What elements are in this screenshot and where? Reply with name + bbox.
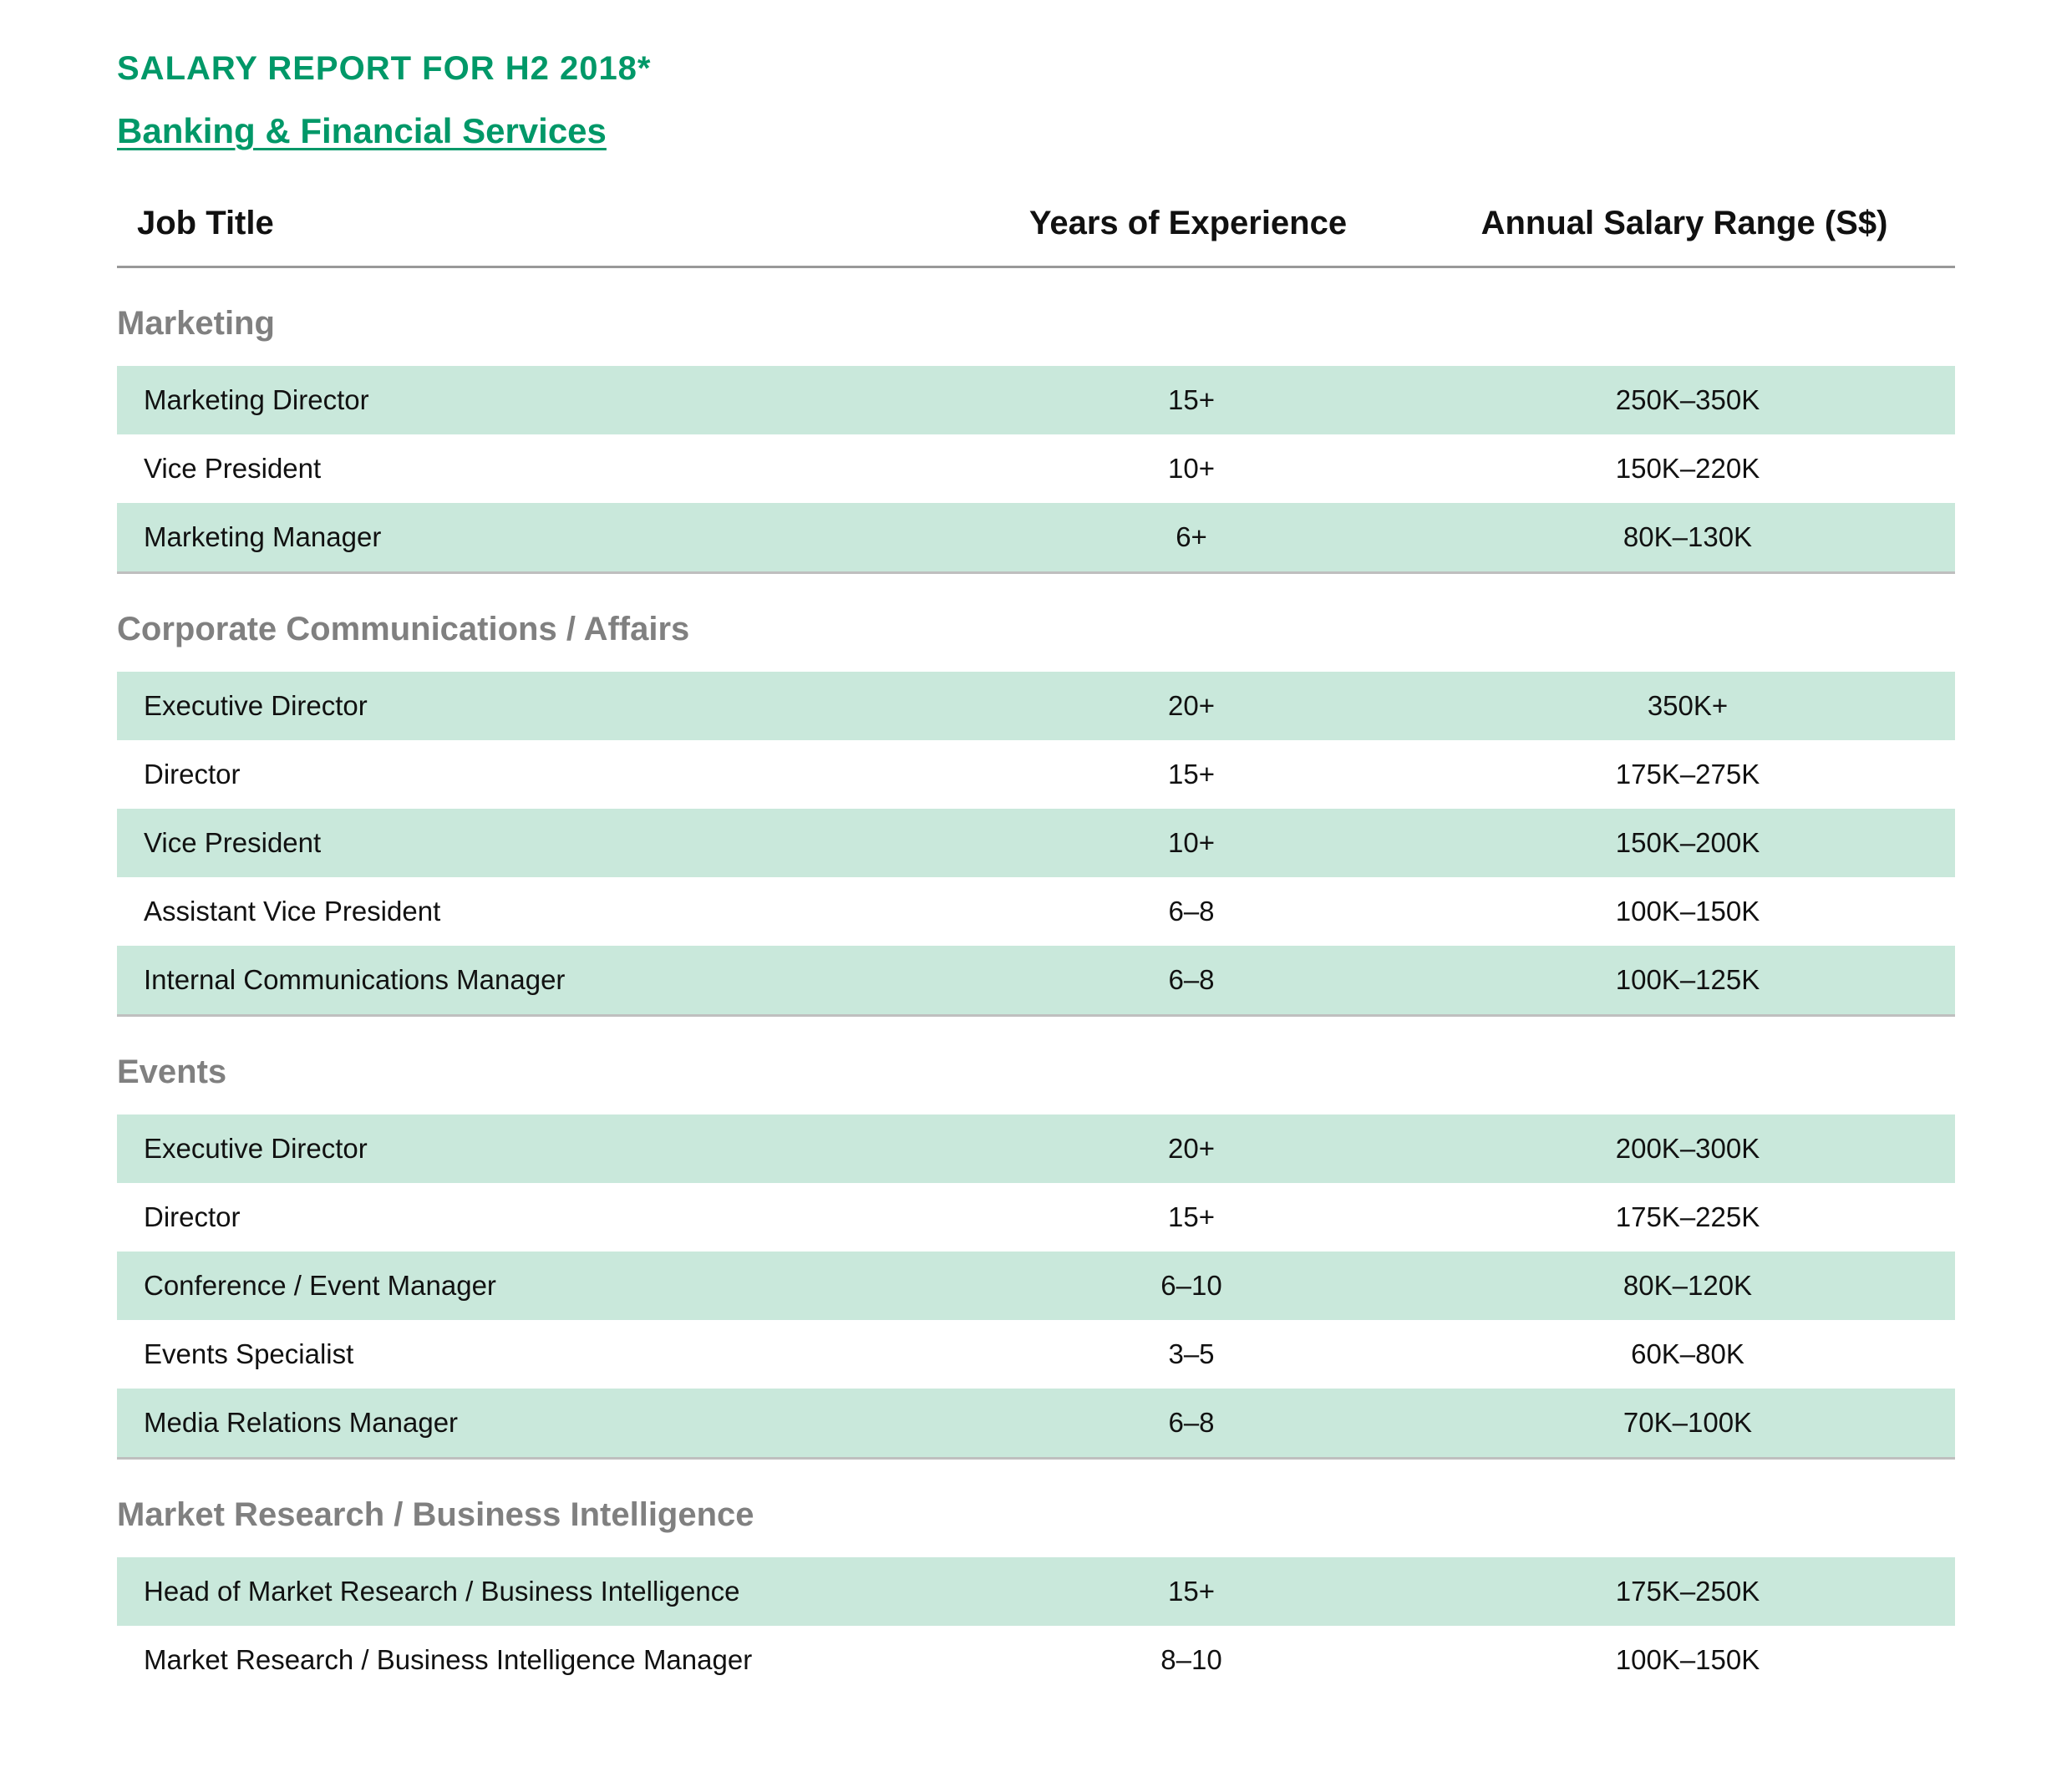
table-row: Marketing Manager6+80K–130K bbox=[117, 503, 1955, 573]
group-label: Corporate Communications / Affairs bbox=[117, 574, 1955, 672]
group-label: Marketing bbox=[117, 267, 1955, 367]
cell-job-title: Assistant Vice President bbox=[117, 877, 962, 946]
cell-salary: 250K–350K bbox=[1404, 366, 1955, 434]
cell-experience: 15+ bbox=[962, 366, 1404, 434]
group-label: Market Research / Business Intelligence bbox=[117, 1460, 1955, 1557]
cell-salary: 175K–275K bbox=[1404, 740, 1955, 809]
cell-salary: 100K–125K bbox=[1404, 946, 1955, 1016]
cell-experience: 6–10 bbox=[962, 1252, 1404, 1320]
table-row: Market Research / Business Intelligence … bbox=[117, 1626, 1955, 1694]
table-row: Conference / Event Manager6–1080K–120K bbox=[117, 1252, 1955, 1320]
cell-experience: 6–8 bbox=[962, 877, 1404, 946]
cell-job-title: Director bbox=[117, 740, 962, 809]
cell-salary: 80K–130K bbox=[1404, 503, 1955, 573]
cell-job-title: Media Relations Manager bbox=[117, 1389, 962, 1459]
cell-job-title: Conference / Event Manager bbox=[117, 1252, 962, 1320]
table-row: Marketing Director15+250K–350K bbox=[117, 366, 1955, 434]
salary-table: Job Title Years of Experience Annual Sal… bbox=[117, 188, 1955, 1694]
group-label-text: Events bbox=[117, 1017, 1955, 1114]
cell-job-title: Executive Director bbox=[117, 1114, 962, 1183]
table-row: Assistant Vice President6–8100K–150K bbox=[117, 877, 1955, 946]
table-row: Executive Director20+350K+ bbox=[117, 672, 1955, 740]
cell-job-title: Executive Director bbox=[117, 672, 962, 740]
cell-experience: 15+ bbox=[962, 1183, 1404, 1252]
cell-experience: 20+ bbox=[962, 1114, 1404, 1183]
table-header-row: Job Title Years of Experience Annual Sal… bbox=[117, 188, 1955, 267]
group-label-text: Corporate Communications / Affairs bbox=[117, 574, 1955, 672]
cell-job-title: Market Research / Business Intelligence … bbox=[117, 1626, 962, 1694]
cell-job-title: Head of Market Research / Business Intel… bbox=[117, 1557, 962, 1626]
cell-job-title: Internal Communications Manager bbox=[117, 946, 962, 1016]
cell-experience: 6–8 bbox=[962, 1389, 1404, 1459]
cell-salary: 150K–200K bbox=[1404, 809, 1955, 877]
table-row: Vice President10+150K–200K bbox=[117, 809, 1955, 877]
col-header-salary: Annual Salary Range (S$) bbox=[1404, 188, 1955, 267]
cell-salary: 100K–150K bbox=[1404, 1626, 1955, 1694]
group-label: Events bbox=[117, 1017, 1955, 1114]
cell-experience: 10+ bbox=[962, 434, 1404, 503]
cell-salary: 80K–120K bbox=[1404, 1252, 1955, 1320]
cell-experience: 6+ bbox=[962, 503, 1404, 573]
cell-experience: 3–5 bbox=[962, 1320, 1404, 1389]
table-row: Head of Market Research / Business Intel… bbox=[117, 1557, 1955, 1626]
cell-job-title: Marketing Director bbox=[117, 366, 962, 434]
cell-experience: 6–8 bbox=[962, 946, 1404, 1016]
cell-salary: 150K–220K bbox=[1404, 434, 1955, 503]
cell-salary: 100K–150K bbox=[1404, 877, 1955, 946]
table-row: Director15+175K–275K bbox=[117, 740, 1955, 809]
cell-experience: 10+ bbox=[962, 809, 1404, 877]
cell-experience: 8–10 bbox=[962, 1626, 1404, 1694]
group-label-text: Market Research / Business Intelligence bbox=[117, 1460, 1955, 1557]
cell-experience: 15+ bbox=[962, 740, 1404, 809]
cell-job-title: Marketing Manager bbox=[117, 503, 962, 573]
salary-table-body: MarketingMarketing Director15+250K–350KV… bbox=[117, 267, 1955, 1695]
cell-salary: 350K+ bbox=[1404, 672, 1955, 740]
cell-salary: 200K–300K bbox=[1404, 1114, 1955, 1183]
table-row: Vice President10+150K–220K bbox=[117, 434, 1955, 503]
table-row: Media Relations Manager6–870K–100K bbox=[117, 1389, 1955, 1459]
cell-salary: 175K–250K bbox=[1404, 1557, 1955, 1626]
col-header-job-title: Job Title bbox=[117, 188, 962, 267]
table-row: Internal Communications Manager6–8100K–1… bbox=[117, 946, 1955, 1016]
salary-report-page: SALARY REPORT FOR H2 2018* Banking & Fin… bbox=[0, 0, 2072, 1772]
cell-job-title: Vice President bbox=[117, 809, 962, 877]
cell-job-title: Director bbox=[117, 1183, 962, 1252]
cell-job-title: Vice President bbox=[117, 434, 962, 503]
group-label-text: Marketing bbox=[117, 267, 1955, 367]
report-title: SALARY REPORT FOR H2 2018* bbox=[117, 50, 1955, 88]
col-header-experience: Years of Experience bbox=[962, 188, 1404, 267]
cell-salary: 60K–80K bbox=[1404, 1320, 1955, 1389]
cell-salary: 175K–225K bbox=[1404, 1183, 1955, 1252]
cell-experience: 15+ bbox=[962, 1557, 1404, 1626]
cell-salary: 70K–100K bbox=[1404, 1389, 1955, 1459]
cell-job-title: Events Specialist bbox=[117, 1320, 962, 1389]
table-row: Director15+175K–225K bbox=[117, 1183, 1955, 1252]
table-row: Events Specialist3–560K–80K bbox=[117, 1320, 1955, 1389]
cell-experience: 20+ bbox=[962, 672, 1404, 740]
table-row: Executive Director20+200K–300K bbox=[117, 1114, 1955, 1183]
section-link-banking[interactable]: Banking & Financial Services bbox=[117, 111, 607, 151]
